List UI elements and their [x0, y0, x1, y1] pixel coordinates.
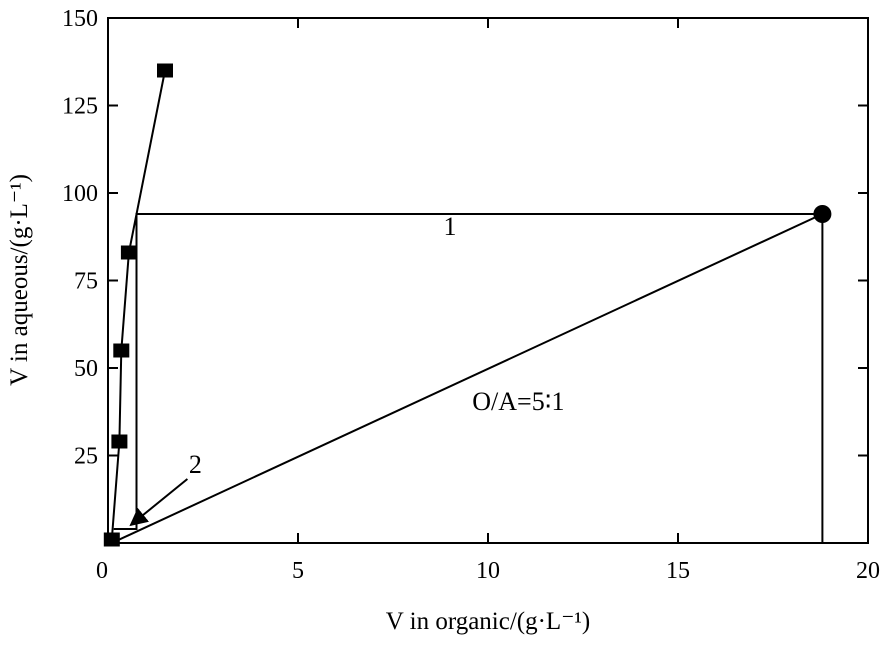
circle-marker-1	[813, 205, 832, 223]
stage-line-1	[113, 213, 823, 530]
annotation-2: O/A=5∶1	[472, 387, 564, 416]
y-tick-label-75: 75	[74, 269, 98, 295]
square-marker-5	[157, 63, 173, 78]
x-tick-label-10: 10	[476, 558, 500, 584]
square-marker-1	[103, 532, 120, 547]
ticks	[108, 18, 868, 543]
y-tick-label-100: 100	[62, 181, 98, 207]
plot-frame	[107, 17, 869, 544]
tick-labels: 0 5 10 15 20 25 50 75 100 125 150	[62, 6, 880, 584]
annotations: 1 O/A=5∶1 2	[129, 212, 565, 527]
y-tick-label-125: 125	[62, 94, 98, 120]
x-tick-label-5: 5	[292, 558, 304, 584]
y-tick-label-150: 150	[62, 6, 98, 32]
plot-content	[103, 63, 832, 547]
square-marker-2	[111, 434, 128, 449]
annotation-1: 1	[444, 212, 457, 241]
y-tick-label-50: 50	[74, 356, 98, 382]
y-tick-label-25: 25	[74, 444, 98, 470]
x-tick-label-0: 0	[96, 558, 108, 584]
x-tick-label-20: 20	[856, 558, 880, 584]
annotation-3: 2	[189, 450, 202, 479]
equilibrium-curve	[110, 70, 166, 540]
x-tick-label-15: 15	[666, 558, 690, 584]
y-axis-title: V in aqueous/(g·L⁻¹)	[6, 174, 33, 386]
annotation-arrow-3	[129, 478, 189, 527]
square-marker-3	[113, 343, 130, 358]
square-marker-4	[120, 245, 137, 260]
operating-line	[111, 213, 823, 544]
x-axis-title: V in organic/(g·L⁻¹)	[386, 608, 590, 635]
